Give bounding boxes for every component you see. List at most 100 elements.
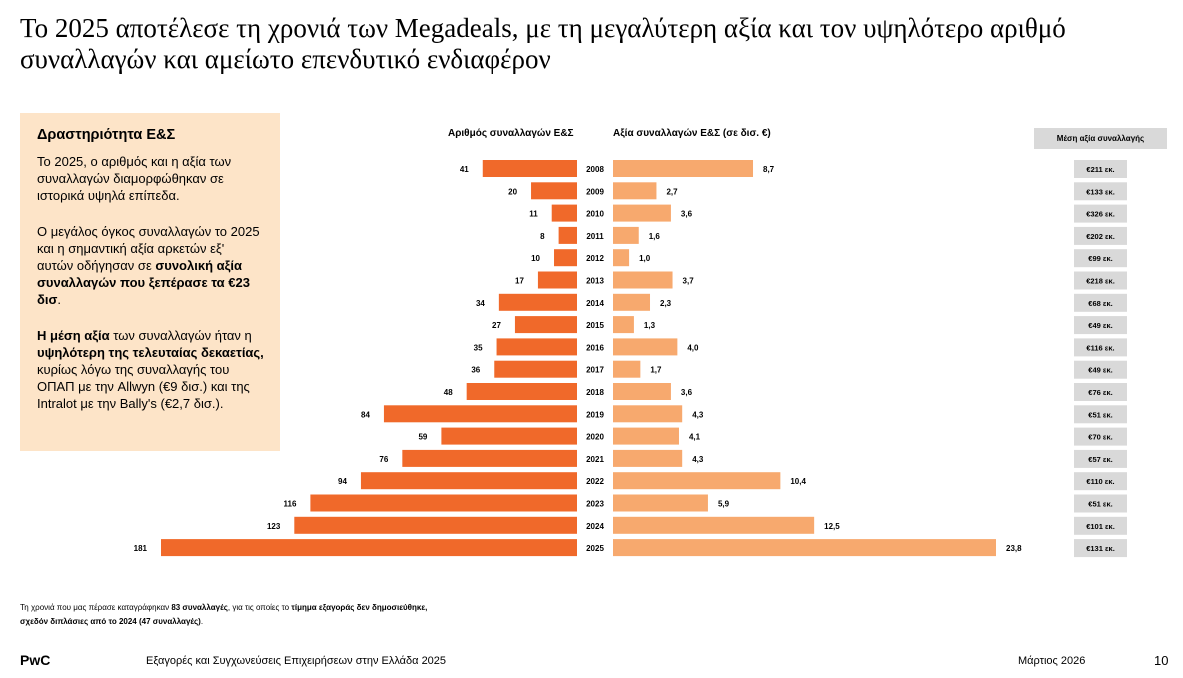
footnote: Τη χρονιά που μας πέρασε καταγράφηκαν 83… <box>20 601 427 629</box>
count-bar-2013 <box>537 271 577 289</box>
ma-activity-heading: Δραστηριότητα Ε&Σ <box>37 127 176 143</box>
count-bar-2008 <box>482 160 577 177</box>
avg-value-box-2010 <box>1074 204 1127 223</box>
avg-value-label-2014: €68 εκ. <box>1088 299 1112 308</box>
count-bar-2022 <box>360 472 577 490</box>
avg-value-header: Μέση αξία συναλλαγής <box>1034 128 1167 149</box>
value-bar-2022 <box>613 472 781 490</box>
count-label-2010: 11 <box>529 210 538 219</box>
count-label-2012: 10 <box>531 254 540 263</box>
year-label-2014: 2014 <box>586 299 604 308</box>
avg-value-label-2020: €70 εκ. <box>1088 433 1112 442</box>
footer-doc-title: Εξαγορές και Συγχωνεύσεις Επιχειρήσεων σ… <box>146 655 447 667</box>
count-bar-2015 <box>514 316 577 334</box>
avg-value-box-2020 <box>1074 427 1127 446</box>
value-label-2008: 8,7 <box>763 165 775 174</box>
count-label-2008: 41 <box>460 165 469 174</box>
value-bar-2020 <box>613 427 679 445</box>
ma-activity-p2: Ο μεγάλος όγκος συναλλαγών το 2025 και η… <box>37 223 264 308</box>
value-bar-2025 <box>613 539 996 557</box>
count-bar-2020 <box>441 427 577 445</box>
year-label-2008: 2008 <box>586 165 604 174</box>
value-label-2017: 1,7 <box>650 366 662 375</box>
value-bar-2019 <box>613 405 683 423</box>
count-bar-2017 <box>494 360 577 378</box>
p2-text: Ο μεγάλος όγκος συναλλαγών το 2025 και η… <box>37 224 260 273</box>
avg-value-box-2025 <box>1074 539 1127 558</box>
ma-activity-p1: Το 2025, ο αριθμός και η αξία των συναλλ… <box>37 154 232 203</box>
avg-value-label-2016: €116 εκ. <box>1086 343 1114 352</box>
footnote-text-a: Τη χρονιά που μας πέρασε καταγράφηκαν <box>20 603 172 612</box>
value-bar-2024 <box>613 516 815 534</box>
avg-value-box-2015 <box>1074 316 1127 335</box>
count-label-2011: 8 <box>540 232 545 241</box>
year-label-2017: 2017 <box>586 366 604 375</box>
value-series-title: Αξία συναλλαγών Ε&Σ (σε δισ. €) <box>613 128 771 139</box>
value-bar-2014 <box>613 293 651 311</box>
value-bar-2012 <box>613 249 630 267</box>
count-label-2020: 59 <box>418 433 427 442</box>
count-label-2024: 123 <box>267 522 281 531</box>
count-bar-2025 <box>161 539 577 557</box>
ma-activity-p3: Η μέση αξία των συναλλαγών ήταν η υψηλότ… <box>37 327 264 412</box>
value-label-2023: 5,9 <box>718 500 730 509</box>
value-label-2018: 3,6 <box>681 388 693 397</box>
count-label-2021: 76 <box>379 455 388 464</box>
count-bar-2023 <box>310 494 577 512</box>
value-label-2022: 10,4 <box>790 477 806 486</box>
avg-value-label-2012: €99 εκ. <box>1088 254 1112 263</box>
avg-value-label-2021: €57 εκ. <box>1088 455 1112 464</box>
year-label-2016: 2016 <box>586 343 604 352</box>
value-bar-2015 <box>613 316 634 334</box>
avg-value-label-2017: €49 εκ. <box>1088 366 1112 375</box>
year-label-2020: 2020 <box>586 433 604 442</box>
value-bar-2013 <box>613 271 673 289</box>
count-bar-2010 <box>551 204 577 222</box>
year-label-2010: 2010 <box>586 210 604 219</box>
avg-value-label-2019: €51 εκ. <box>1088 410 1112 419</box>
count-bar-2009 <box>531 182 577 200</box>
p2-bold: συνολική αξία συναλλαγών που ξεπέρασε τα… <box>37 258 250 307</box>
year-label-2022: 2022 <box>586 477 604 486</box>
count-label-2023: 116 <box>283 500 296 509</box>
avg-value-box-2009 <box>1074 182 1127 201</box>
footnote-text-f: . <box>200 617 204 626</box>
year-label-2024: 2024 <box>586 522 604 531</box>
year-label-2018: 2018 <box>586 388 604 397</box>
year-label-2012: 2012 <box>586 254 604 263</box>
value-label-2010: 3,6 <box>681 210 693 219</box>
value-label-2019: 4,3 <box>692 410 704 419</box>
value-label-2013: 3,7 <box>683 277 695 286</box>
count-label-2022: 94 <box>338 477 347 486</box>
avg-value-box-2022 <box>1074 472 1127 491</box>
value-label-2009: 2,7 <box>666 187 678 196</box>
avg-value-label-2011: €202 εκ. <box>1086 232 1115 241</box>
year-label-2021: 2021 <box>586 455 604 464</box>
count-bar-2021 <box>402 449 577 467</box>
p3-bold-2: υψηλότερη της τελευταίας δεκαετίας, <box>37 345 264 360</box>
avg-value-box-2018 <box>1074 383 1127 401</box>
year-label-2011: 2011 <box>586 232 604 241</box>
year-label-2015: 2015 <box>586 321 604 330</box>
count-label-2025: 181 <box>134 544 148 553</box>
avg-value-box-2014 <box>1074 293 1127 312</box>
avg-value-label-2009: €133 εκ. <box>1086 187 1115 196</box>
avg-value-label-2018: €76 εκ. <box>1088 388 1112 397</box>
p3-bold-1: Η μέση αξία <box>37 328 110 343</box>
avg-value-label-2022: €110 εκ. <box>1086 477 1114 486</box>
value-label-2021: 4,3 <box>692 455 704 464</box>
value-bar-2023 <box>613 494 708 512</box>
count-bar-2011 <box>558 226 577 244</box>
value-label-2011: 1,6 <box>649 232 661 241</box>
value-label-2015: 1,3 <box>644 321 656 330</box>
footer-date: Μάρτιος 2026 <box>1018 655 1086 667</box>
value-label-2025: 23,8 <box>1006 544 1022 553</box>
avg-value-label-2023: €51 εκ. <box>1088 500 1112 509</box>
avg-value-box-2016 <box>1074 338 1127 357</box>
count-bar-2019 <box>383 405 577 423</box>
year-label-2023: 2023 <box>586 500 604 509</box>
count-label-2015: 27 <box>492 321 501 330</box>
count-bar-2014 <box>498 293 577 311</box>
avg-value-box-2013 <box>1074 271 1127 290</box>
year-label-2009: 2009 <box>586 187 604 196</box>
